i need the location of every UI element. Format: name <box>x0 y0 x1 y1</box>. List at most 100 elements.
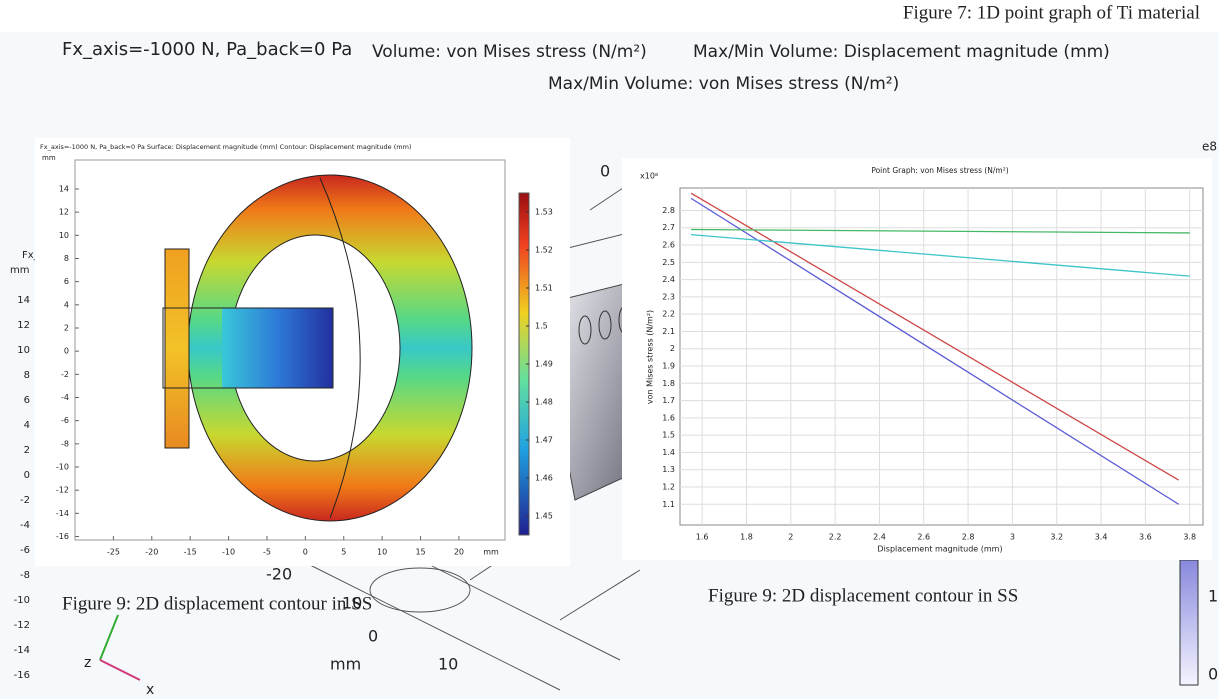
y-tick-label: 12 <box>59 208 69 217</box>
y-tick-label: 2.2 <box>662 310 675 319</box>
y-tick-label: -16 <box>56 532 69 541</box>
x-tick-label: 1.6 <box>696 533 709 542</box>
y-tick-label: 6 <box>64 277 69 286</box>
x-tick-label: 3.4 <box>1095 533 1108 542</box>
y-tick-label: -10 <box>56 463 69 472</box>
y-tick-label: 2.6 <box>662 241 675 250</box>
x-tick-label: 3.8 <box>1183 533 1196 542</box>
y-tick-label: 2.8 <box>662 206 675 215</box>
contour-chart: Fx_axis=-1000 N, Pa_back=0 Pa Surface: D… <box>40 143 553 557</box>
bg-tick-label: 6 <box>24 395 30 406</box>
bg-tick-label: 4 <box>24 420 30 431</box>
bg-tick-label: 2 <box>24 445 30 456</box>
x-tick-label: -15 <box>184 548 197 557</box>
bg-tick-label: -16 <box>14 670 30 681</box>
y-tick-label: 1.9 <box>662 362 675 371</box>
x-tick-label: 10 <box>377 548 387 557</box>
colorbar-tick-label: 1.46 <box>535 474 553 483</box>
bg-label: -20 <box>266 565 292 584</box>
bg-tick-label: -4 <box>20 520 30 531</box>
y-tick-label: -14 <box>56 509 69 518</box>
y-tick-label: 2.7 <box>662 223 675 232</box>
colorbar-tick-label: 1.53 <box>535 208 553 217</box>
y-tick-label: 10 <box>59 231 69 240</box>
y-tick-label: 1.1 <box>662 500 675 509</box>
y-tick-label: 2.3 <box>662 292 675 301</box>
bg-tick-label: -6 <box>20 545 30 556</box>
plot-title: Max/Min Volume: von Mises stress (N/m²) <box>548 74 899 94</box>
y-tick-label: 14 <box>59 184 69 193</box>
bg-tick-label: -14 <box>14 645 30 656</box>
y-tick-label: -2 <box>61 370 69 379</box>
line-chart: Point Graph: von Mises stress (N/m²) x10… <box>640 166 1203 554</box>
colorbar-tick-label: 1.49 <box>535 360 553 369</box>
y-tick-label: 2.1 <box>662 327 675 336</box>
bg-label: 0 <box>368 627 378 646</box>
colorbar-tick-label: 1.45 <box>535 512 553 521</box>
colorbar-tick-label: 1.48 <box>535 398 553 407</box>
x-tick-label: 1.8 <box>740 533 753 542</box>
bg-label: 1 <box>1208 587 1218 606</box>
bg-tick-label: 8 <box>24 370 30 381</box>
x-unit: mm <box>483 548 499 557</box>
x-tick-label: -25 <box>107 548 120 557</box>
triad-label: x <box>146 682 154 698</box>
plot-title: Max/Min Volume: Displacement magnitude (… <box>693 42 1110 62</box>
y-tick-label: 0 <box>64 347 69 356</box>
screenshot: Figure 7: 1D point graph of Ti material … <box>0 0 1219 699</box>
plate-surface <box>165 249 189 448</box>
y-tick-label: 1.7 <box>662 396 675 405</box>
bg-tick-label: 12 <box>17 320 30 331</box>
y-tick-label: 8 <box>64 254 69 263</box>
y-tick-label: 1.6 <box>662 413 675 422</box>
plot-title: Volume: von Mises stress (N/m²) <box>372 42 647 62</box>
bg-tick-label: -12 <box>14 620 30 631</box>
page: Figure 7: 1D point graph of Ti material … <box>0 0 1219 699</box>
bg-label: 0 <box>600 162 610 181</box>
x-tick-label: 3.6 <box>1139 533 1152 542</box>
y-tick-label: 2.5 <box>662 258 675 267</box>
y-tick-label: 1.5 <box>662 431 675 440</box>
figure-caption: Figure 9: 2D displacement contour in SS <box>708 585 1018 606</box>
x-tick-label: -20 <box>145 548 158 557</box>
x-tick-label: 5 <box>341 548 346 557</box>
plot-area <box>680 188 1203 525</box>
y-axis-label: von Mises stress (N/m²) <box>646 310 655 404</box>
x-tick-label: 3 <box>1010 533 1015 542</box>
x-tick-label: -5 <box>263 548 271 557</box>
bg-tick-label: -10 <box>14 595 30 606</box>
rod-surface <box>222 308 333 388</box>
x-tick-label: -10 <box>222 548 235 557</box>
y-tick-label: 2.4 <box>662 275 675 284</box>
y-tick-label: 1.4 <box>662 448 675 457</box>
chart-title: Fx_axis=-1000 N, Pa_back=0 Pa Surface: D… <box>40 143 412 151</box>
x-tick-label: 20 <box>454 548 464 557</box>
bg-label: 10 <box>438 655 458 674</box>
x-tick-label: 2.4 <box>873 533 886 542</box>
x-tick-label: 15 <box>415 548 425 557</box>
y-tick-label: -12 <box>56 486 69 495</box>
y-tick-label: 1.3 <box>662 465 675 474</box>
x-tick-label: 2.8 <box>962 533 975 542</box>
bg-tick-label: -8 <box>20 570 30 581</box>
bg-label: mm <box>330 655 361 674</box>
bg-scale <box>1180 560 1198 685</box>
bg-label: 0 <box>1208 665 1218 684</box>
y-tick-label: -6 <box>61 416 69 425</box>
plot-title: Fx_axis=-1000 N, Pa_back=0 Pa <box>62 39 352 60</box>
x-axis-label: Displacement magnitude (mm) <box>877 545 1002 554</box>
y-tick-label: 1.2 <box>662 482 675 491</box>
bg-label: e8 <box>1202 140 1217 154</box>
x-tick-label: 2 <box>788 533 793 542</box>
colorbar-tick-label: 1.51 <box>535 284 553 293</box>
bg-unit: mm <box>10 265 29 276</box>
y-tick-label: 2 <box>670 344 675 353</box>
colorbar-tick-label: 1.5 <box>535 322 548 331</box>
colorbar-tick-label: 1.47 <box>535 436 553 445</box>
bg-tick-label: 0 <box>24 470 30 481</box>
y-tick-label: -4 <box>61 393 69 402</box>
x-tick-label: 2.6 <box>917 533 930 542</box>
figure-caption: Figure 9: 2D displacement contour in SS <box>62 593 372 614</box>
triad-label: z <box>84 655 91 671</box>
y-tick-label: 1.8 <box>662 379 675 388</box>
